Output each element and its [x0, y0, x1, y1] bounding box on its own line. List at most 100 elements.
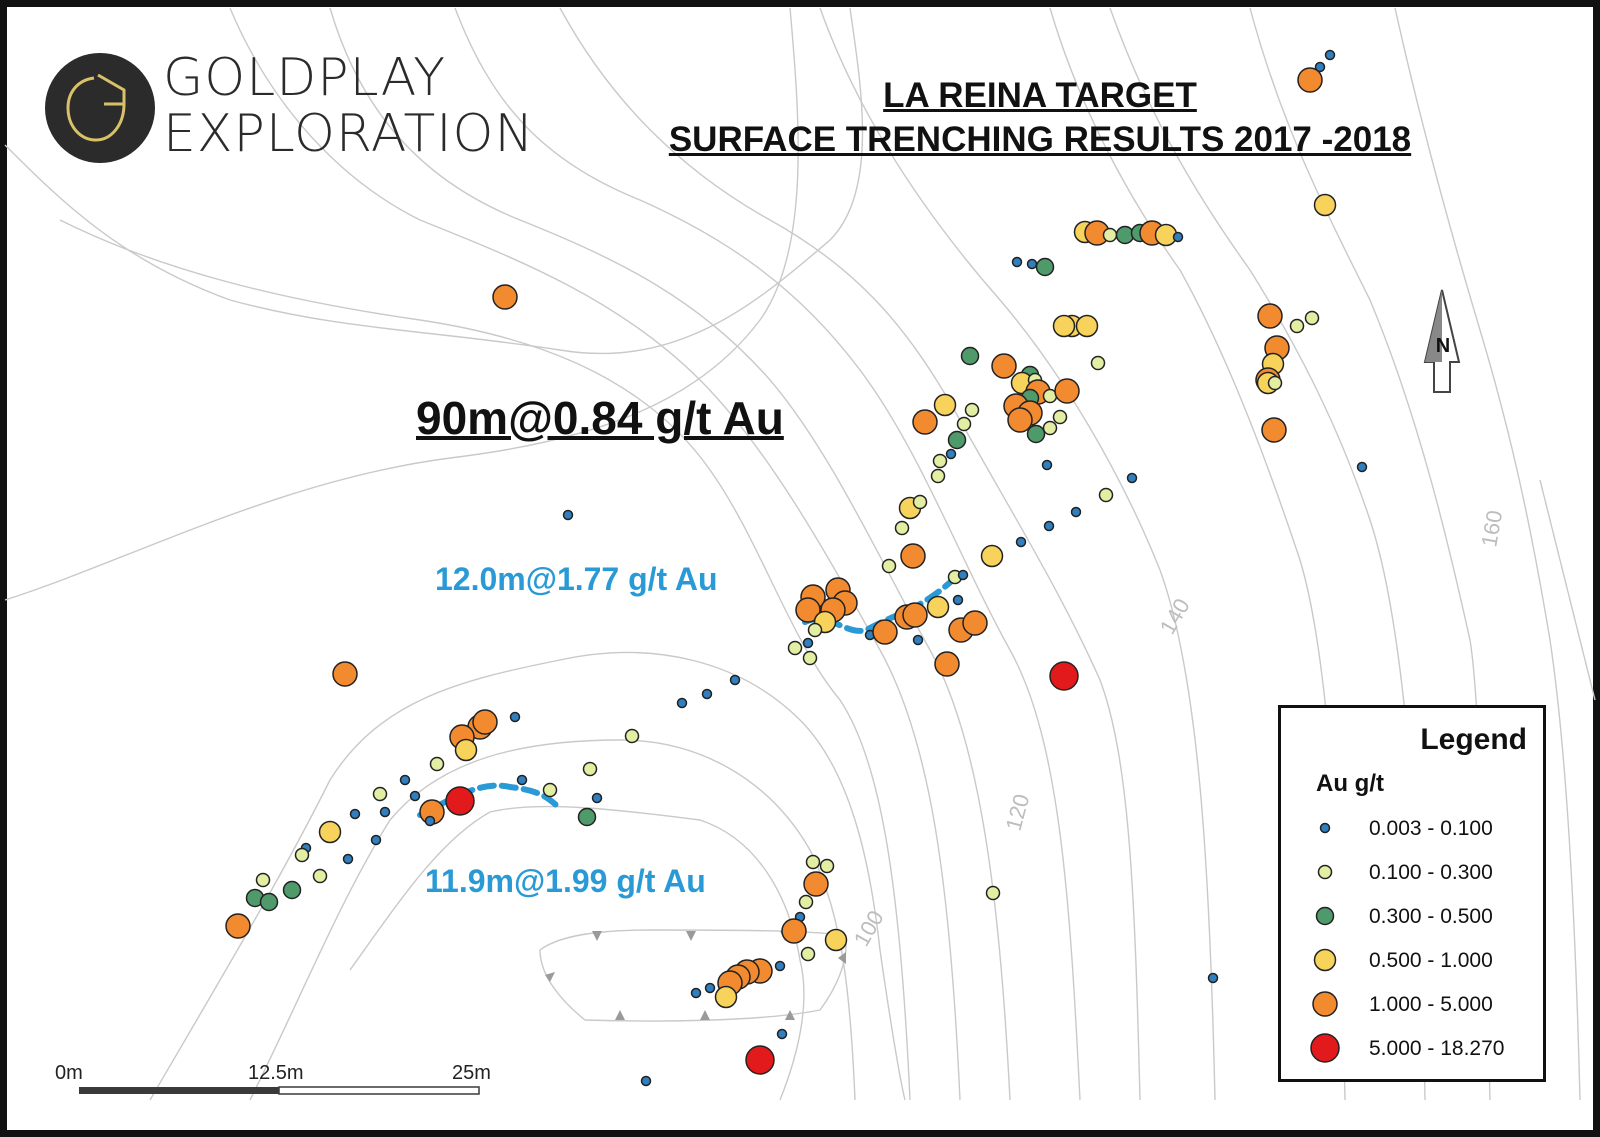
sample-point — [1267, 375, 1283, 391]
map-title: LA REINA TARGET — [883, 76, 1197, 115]
sample-point — [956, 416, 972, 432]
sample-point — [912, 634, 924, 646]
sample-point — [454, 738, 478, 762]
legend-label: 0.100 - 0.300 — [1369, 861, 1493, 884]
sample-point — [1042, 420, 1058, 436]
sample-point — [881, 558, 897, 574]
sample-point — [562, 509, 574, 521]
sample-point — [787, 640, 803, 656]
sample-point — [624, 728, 640, 744]
sample-point — [1054, 378, 1080, 404]
legend-label: 0.300 - 0.500 — [1369, 905, 1493, 928]
scale-label-max: 25m — [452, 1062, 491, 1084]
sample-point — [1261, 417, 1287, 443]
sample-point — [960, 346, 980, 366]
legend-symbol — [1315, 906, 1335, 926]
sample-point — [714, 985, 738, 1009]
sample-point — [912, 409, 938, 435]
sample-point — [795, 597, 821, 623]
sample-point — [985, 885, 1001, 901]
sample-point — [934, 651, 960, 677]
sample-point — [1098, 487, 1114, 503]
sample-point — [1313, 193, 1337, 217]
intercept-label-upper: 12.0m@1.77 g/t Au — [435, 561, 718, 597]
scale-label-mid: 12.5m — [248, 1062, 304, 1084]
sample-point — [318, 820, 342, 844]
contour-label-120: 120 — [1001, 791, 1035, 833]
legend-title: Legend — [1420, 723, 1527, 756]
sample-point — [640, 1075, 652, 1087]
sample-point — [1015, 536, 1027, 548]
sample-point — [824, 928, 848, 952]
sample-point — [802, 650, 818, 666]
sample-point — [930, 468, 946, 484]
legend-label: 5.000 - 18.270 — [1369, 1037, 1505, 1060]
legend-item: 1.000 - 5.000 — [1281, 984, 1543, 1024]
sample-point — [872, 619, 898, 645]
scale-label-0: 0m — [55, 1062, 83, 1084]
sample-point — [516, 774, 528, 786]
sample-point — [312, 868, 328, 884]
sample-point — [926, 595, 950, 619]
sample-point — [349, 808, 361, 820]
legend-label: 0.003 - 0.100 — [1369, 817, 1493, 840]
legend-item: 0.003 - 0.100 — [1281, 808, 1543, 848]
sample-point — [409, 790, 421, 802]
sample-points — [225, 49, 1368, 1087]
legend-item: 0.300 - 0.500 — [1281, 896, 1543, 936]
legend-symbol — [1317, 864, 1333, 880]
sample-point — [802, 637, 814, 649]
sample-point — [429, 756, 445, 772]
sample-point — [1070, 506, 1082, 518]
sample-point — [1090, 355, 1106, 371]
sample-point — [902, 602, 928, 628]
sample-point — [1026, 258, 1038, 270]
sample-point — [690, 987, 702, 999]
sample-point — [900, 543, 926, 569]
sample-point — [803, 871, 829, 897]
sample-point — [1115, 225, 1135, 245]
legend-symbol — [1310, 1033, 1340, 1063]
sample-point — [332, 661, 358, 687]
sample-point — [933, 393, 957, 417]
sample-point — [729, 674, 741, 686]
contour-label-140: 140 — [1155, 594, 1195, 638]
sample-point — [819, 858, 835, 874]
sample-point — [676, 697, 688, 709]
sample-point — [798, 894, 814, 910]
sample-point — [379, 806, 391, 818]
contour-label-100: 100 — [849, 906, 889, 950]
sample-point — [704, 982, 716, 994]
legend-symbol — [1313, 948, 1337, 972]
sample-point — [399, 774, 411, 786]
sample-point — [991, 353, 1017, 379]
sample-point — [800, 946, 816, 962]
sample-point — [805, 854, 821, 870]
sample-point — [370, 834, 382, 846]
sample-point — [1007, 407, 1033, 433]
sample-point — [1314, 61, 1326, 73]
sample-point — [472, 709, 498, 735]
sample-point — [894, 520, 910, 536]
intercept-label-lower: 11.9m@1.99 g/t Au — [425, 863, 706, 899]
sample-point — [1102, 227, 1118, 243]
sample-point — [492, 284, 518, 310]
sample-point — [1043, 520, 1055, 532]
sample-point — [255, 872, 271, 888]
sample-point — [957, 569, 969, 581]
north-arrow: N — [1423, 289, 1461, 393]
sample-point — [591, 792, 603, 804]
sample-point — [947, 430, 967, 450]
sample-point — [577, 807, 597, 827]
legend-label: 1.000 - 5.000 — [1369, 993, 1493, 1016]
sample-point — [1035, 257, 1055, 277]
sample-point — [1126, 472, 1138, 484]
sample-point — [807, 622, 823, 638]
sample-point — [945, 448, 957, 460]
sample-point — [1297, 67, 1323, 93]
legend-item: 0.100 - 0.300 — [1281, 852, 1543, 892]
sample-point — [542, 782, 558, 798]
sample-point — [342, 853, 354, 865]
sample-point — [1049, 661, 1079, 691]
